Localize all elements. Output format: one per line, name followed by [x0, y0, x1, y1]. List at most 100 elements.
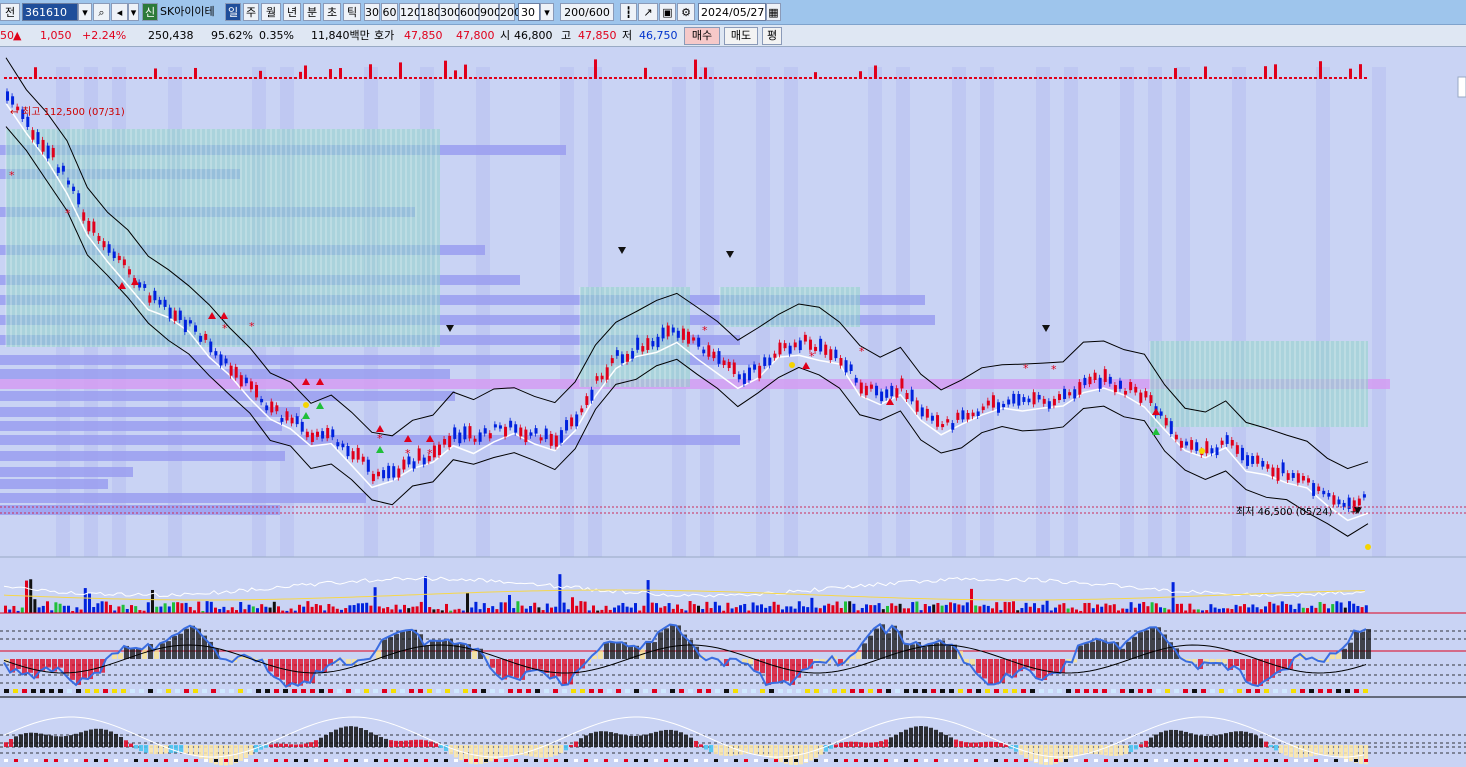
candle	[1205, 438, 1209, 457]
sell-button[interactable]: 매도	[724, 27, 758, 45]
oscillator-2-bar	[44, 734, 48, 747]
candle-body	[1215, 447, 1219, 456]
oscillator-1-bar	[778, 659, 783, 683]
stock-chart[interactable]: *** *** *** ** * ← 최고 112,500 (07/31) 최저 46,…	[0, 47, 1466, 767]
candle-body	[1174, 434, 1178, 440]
interval-120[interactable]: 120	[399, 3, 421, 21]
interval-180[interactable]: 180	[419, 3, 441, 21]
candle	[956, 409, 960, 423]
oscillator-1-dot	[445, 689, 450, 693]
candle-body	[412, 461, 416, 469]
stock-code-input[interactable]: 361610	[22, 3, 78, 21]
interval-900[interactable]: 900	[479, 3, 501, 21]
volume-bar	[491, 606, 495, 613]
volume-profile-bar	[0, 467, 133, 477]
candle-body	[1169, 421, 1173, 434]
candle-body	[61, 165, 65, 172]
chart-type-button[interactable]: ┇	[620, 3, 637, 21]
candle-body	[1068, 392, 1072, 396]
oscillator-1-bar	[1210, 659, 1215, 664]
oscillator-1-dot	[202, 689, 207, 693]
volume-bar	[940, 605, 944, 613]
oscillator-1-dot	[670, 689, 675, 693]
oscillator-1-dot	[805, 689, 810, 693]
code-dropdown-button[interactable]: ▾	[78, 3, 92, 21]
sound-dropdown-button[interactable]: ▾	[128, 3, 139, 21]
top-volume-tick	[229, 77, 232, 79]
period-tab-second[interactable]: 초	[323, 3, 341, 21]
top-volume-tick	[1349, 68, 1352, 79]
oscillator-2-bar	[569, 744, 573, 747]
oscillator-2-dot	[1124, 759, 1128, 762]
volume-bar	[856, 610, 860, 613]
period-tab-tick[interactable]: 틱	[343, 3, 361, 21]
interval-60[interactable]: 60	[381, 3, 398, 21]
top-volume-tick	[1224, 77, 1227, 79]
top-volume-tick	[819, 77, 822, 79]
interval-30[interactable]: 30	[364, 3, 380, 21]
all-button[interactable]: 전	[0, 3, 20, 21]
trend-tool-button[interactable]: ↗	[638, 3, 658, 21]
oscillator-2-dot	[984, 759, 988, 762]
period-tab-day[interactable]: 일	[225, 3, 241, 21]
interval-300[interactable]: 300	[439, 3, 461, 21]
speaker-icon: ◂	[116, 6, 123, 19]
volume-bar	[1049, 610, 1053, 613]
period-tab-month[interactable]: 월	[261, 3, 281, 21]
buy-button[interactable]: 매수	[684, 27, 720, 45]
volume-bar	[264, 606, 268, 613]
candle	[1057, 391, 1061, 404]
candle-body	[244, 377, 248, 384]
oscillator-2-dot	[54, 759, 58, 762]
period-tab-year[interactable]: 년	[283, 3, 301, 21]
oscillator-1-dot	[841, 689, 846, 693]
oscillator-2-dot	[964, 759, 968, 762]
interval-200[interactable]: 200	[499, 3, 521, 21]
sound-button[interactable]: ◂	[111, 3, 128, 21]
oscillator-1-bar	[1126, 641, 1131, 659]
calendar-button[interactable]: ▦	[766, 3, 781, 21]
oscillator-1-bar	[496, 659, 501, 675]
candle	[1291, 470, 1295, 481]
candle	[707, 342, 711, 360]
interval-600[interactable]: 600	[459, 3, 481, 21]
volume-bar	[163, 603, 167, 613]
oscillator-2-dot	[784, 759, 788, 762]
oscillator-2-bar	[1224, 733, 1228, 747]
candle-body	[1240, 447, 1244, 461]
candle-body	[229, 365, 233, 376]
top-volume-tick	[1299, 77, 1302, 79]
save-button[interactable]: ▣	[659, 3, 676, 21]
candle	[585, 393, 589, 408]
scroll-handle[interactable]	[1457, 76, 1466, 98]
oscillator-1-bar	[460, 643, 465, 659]
evaluation-button[interactable]: 평	[762, 27, 782, 45]
count-dropdown-button[interactable]: ▾	[540, 3, 554, 21]
top-volume-tick	[614, 77, 617, 79]
search-button[interactable]: ⌕	[93, 3, 110, 21]
oscillator-1-bar	[1120, 648, 1125, 659]
volume-bar	[785, 606, 789, 613]
date-input[interactable]: 2024/05/27	[698, 3, 766, 21]
volume-bar	[890, 603, 894, 613]
candle-body	[1357, 498, 1361, 506]
period-tab-minute[interactable]: 분	[303, 3, 321, 21]
volume-bar	[445, 603, 448, 613]
candle	[1271, 464, 1275, 480]
candle-body	[554, 435, 558, 447]
top-volume-tick	[839, 77, 842, 79]
candle-body	[544, 428, 548, 440]
top-volume-tick	[239, 77, 242, 79]
volume-bar	[373, 587, 377, 613]
oscillator-1-bar	[1144, 630, 1149, 659]
volume-bar	[58, 603, 62, 613]
period-tab-week[interactable]: 주	[243, 3, 259, 21]
volume-profile-bar	[0, 451, 285, 461]
oscillator-2-dot	[404, 759, 408, 762]
bg-stripe	[896, 67, 910, 557]
settings-button[interactable]: ⚙	[677, 3, 695, 21]
count-input[interactable]: 30	[518, 3, 540, 21]
volume-bar	[71, 610, 75, 613]
volume-bar	[100, 601, 104, 613]
volume-bar	[676, 604, 679, 613]
